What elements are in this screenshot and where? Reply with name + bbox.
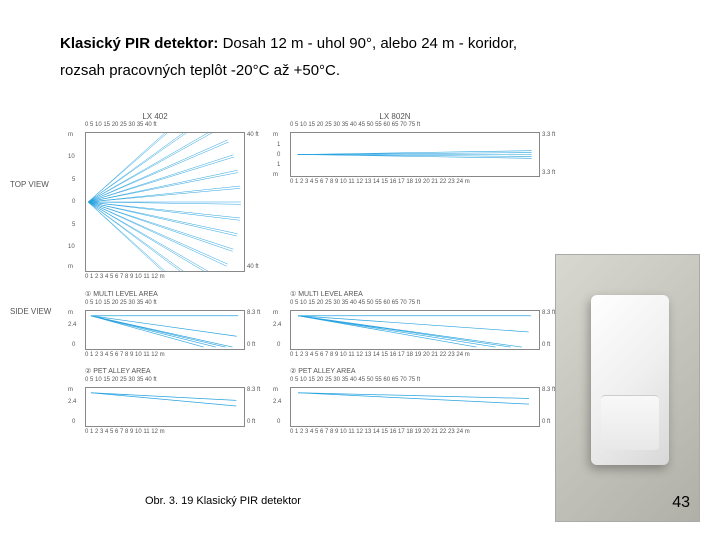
y-402p-ft0: 0 ft (247, 419, 255, 425)
y-802p-1: 2.4 (273, 399, 281, 405)
y-402p-ft: 8.3 ft (247, 387, 260, 393)
y-802m-ft0: 0 ft (542, 342, 550, 348)
label-top-view: TOP VIEW (10, 180, 49, 189)
xticks-side-802m-ft: 0 5 10 15 20 25 30 35 40 45 50 55 60 65 … (290, 300, 420, 306)
heading-line2: rozsah pracovných teplôt -20°C až +50°C. (60, 62, 340, 79)
y-402-1: 10 (68, 154, 75, 160)
title-label: Klasický PIR detektor: (60, 35, 218, 52)
subtitle-802-pet: ② PET ALLEY AREA (290, 367, 356, 375)
y-402-ft-bot: 40 ft (247, 264, 259, 270)
xticks-top-802-m: 0 1 2 3 4 5 6 7 8 9 10 11 12 13 14 15 16… (290, 179, 470, 185)
xticks-top-802-ft: 0 5 10 15 20 25 30 35 40 45 50 55 60 65 … (290, 122, 420, 128)
subtitle-402-multi: ① MULTI LEVEL AREA (85, 290, 158, 298)
chart-top-lx802n (290, 132, 540, 177)
y-802m-1: 2.4 (273, 322, 281, 328)
y-802-1: 1 (277, 142, 280, 148)
y-402p-2: 0 (72, 419, 75, 425)
chart-side-lx802n-pet (290, 387, 540, 427)
y-402-5: 10 (68, 244, 75, 250)
subtitle-402-pet: ② PET ALLEY AREA (85, 367, 151, 375)
xticks-side-402p-ft: 0 5 10 15 20 25 30 35 40 ft (85, 377, 157, 383)
y-802p-2: 0 (277, 419, 280, 425)
chart-side-lx402-pet (85, 387, 245, 427)
y-402-3: 0 (72, 199, 75, 205)
y-802-3: 1 (277, 162, 280, 168)
xticks-side-802m-m: 0 1 2 3 4 5 6 7 8 9 10 11 12 13 14 15 16… (290, 352, 470, 358)
y-402-ft-top: 40 ft (247, 132, 259, 138)
xticks-top-402-ft: 0 5 10 15 20 25 30 35 40 ft (85, 122, 157, 128)
y-402-4: 5 (72, 222, 75, 228)
y-802-ft-bot: 3.3 ft (542, 170, 555, 176)
page-number: 43 (672, 494, 690, 512)
xticks-side-802p-ft: 0 5 10 15 20 25 30 35 40 45 50 55 60 65 … (290, 377, 420, 383)
subtitle-802-multi: ① MULTI LEVEL AREA (290, 290, 363, 298)
y-402-0: m (68, 132, 73, 138)
detector-lens (601, 395, 659, 450)
figure-caption: Obr. 3. 19 Klasický PIR detektor (145, 495, 301, 507)
y-802p-ft: 8.3 ft (542, 387, 555, 393)
y-402m-ft0: 0 ft (247, 342, 255, 348)
y-402-2: 5 (72, 177, 75, 183)
figure-area: TOP VIEW SIDE VIEW LX 402 LX 802N 0 5 10… (10, 112, 710, 432)
detector-photo (555, 254, 700, 522)
y-402m-1: 2.4 (68, 322, 76, 328)
chart-side-lx802n-multi (290, 310, 540, 350)
y-402m-2: 0 (72, 342, 75, 348)
xticks-side-402m-ft: 0 5 10 15 20 25 30 35 40 ft (85, 300, 157, 306)
xticks-side-402p-m: 0 1 2 3 4 5 6 7 8 9 10 11 12 m (85, 429, 165, 435)
heading-block: Klasický PIR detektor: Dosah 12 m - uhol… (0, 0, 720, 89)
chart-top-lx402 (85, 132, 245, 272)
chart-side-lx402-multi (85, 310, 245, 350)
chart-title-lx402: LX 402 (125, 112, 185, 121)
y-802-ft-top: 3.3 ft (542, 132, 555, 138)
y-802-0: m (273, 132, 278, 138)
heading-line1: Dosah 12 m - uhol 90°, alebo 24 m - kori… (218, 35, 517, 52)
y-802p-ft0: 0 ft (542, 419, 550, 425)
xticks-side-402m-m: 0 1 2 3 4 5 6 7 8 9 10 11 12 m (85, 352, 165, 358)
y-402p-1: 2.4 (68, 399, 76, 405)
y-802m-ft: 8.3 ft (542, 310, 555, 316)
xticks-top-402-m: 0 1 2 3 4 5 6 7 8 9 10 11 12 m (85, 274, 165, 280)
chart-title-lx802n: LX 802N (365, 112, 425, 121)
y-402-6: m (68, 264, 73, 270)
xticks-side-802p-m: 0 1 2 3 4 5 6 7 8 9 10 11 12 13 14 15 16… (290, 429, 470, 435)
y-802-2: 0 (277, 152, 280, 158)
y-802-4: m (273, 172, 278, 178)
y-402m-0: m (68, 310, 73, 316)
y-802p-0: m (273, 387, 278, 393)
y-402p-0: m (68, 387, 73, 393)
y-402m-ft: 8.3 ft (247, 310, 260, 316)
y-802m-2: 0 (277, 342, 280, 348)
label-side-view: SIDE VIEW (10, 307, 51, 316)
y-802m-0: m (273, 310, 278, 316)
